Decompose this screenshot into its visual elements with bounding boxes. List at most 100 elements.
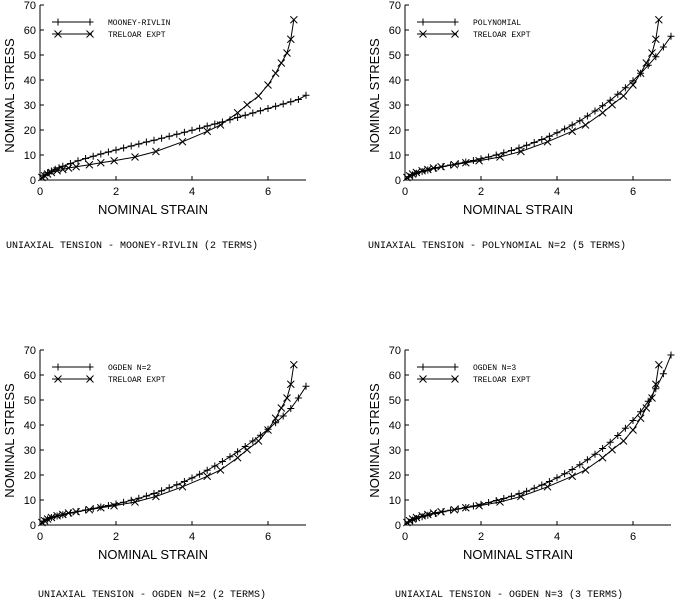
series-line [39,386,307,526]
data-point [110,156,118,165]
data-point [271,69,280,78]
data-point [131,153,139,161]
data-point [203,466,211,474]
data-point [302,91,310,99]
data-point [523,487,531,495]
data-point [606,438,614,446]
data-point [271,414,280,423]
x-axis-label: NOMINAL STRAIN [463,202,573,217]
data-point [583,112,591,120]
data-point [47,167,55,175]
data-point [150,490,158,497]
data-point [523,141,531,149]
data-point [568,472,577,481]
y-tick-label: 0 [30,520,36,532]
data-point [636,414,645,423]
data-point [423,510,432,519]
data-point [64,509,73,517]
data-point [429,164,438,172]
y-tick-label: 50 [389,50,401,62]
y-tick-label: 50 [24,395,36,407]
y-axis-label: NOMINAL STRESS [2,38,17,153]
data-point [85,160,94,169]
data-point [642,59,651,67]
data-point [249,109,257,117]
y-tick-label: 0 [395,520,401,532]
series-2 [38,15,298,182]
y-tick-label: 60 [389,25,401,37]
data-point [211,462,219,470]
data-point [619,437,628,445]
legend-marker [419,375,427,383]
y-tick-label: 10 [389,495,401,507]
data-point [423,165,432,174]
data-point [243,445,251,454]
y-tick-label: 10 [24,150,36,162]
x-tick-label: 6 [265,531,271,543]
x-axis-label: NOMINAL STRAIN [98,202,208,217]
data-point [127,142,135,150]
data-point [437,507,445,516]
data-point [517,147,525,156]
data-point [203,122,211,130]
data-point [412,513,421,522]
data-point [636,69,645,78]
y-tick-label: 30 [24,445,36,457]
legend-marker [54,18,62,26]
y-tick-label: 20 [389,125,401,137]
legend-marker [451,375,459,383]
data-point [652,385,660,393]
x-tick-label: 0 [402,531,408,543]
legend-marker [54,363,62,371]
chart-panel-2: 0 10 20 30 40 50 60 70 0 2 4 6 NOMINAL STRAIN NOMINAL… [367,0,675,252]
data-point [82,155,90,162]
y-axis-label: NOMINAL STRESS [367,383,382,498]
y-tick-label: 10 [24,495,36,507]
data-point [286,380,295,389]
data-point [289,15,298,24]
data-point [196,470,204,478]
data-point [538,481,546,489]
data-point [283,49,291,57]
data-point [545,478,553,485]
data-point [591,450,599,458]
legend-marker [54,375,62,383]
data-point [216,466,225,474]
data-point [180,478,188,485]
data-point [203,127,212,136]
y-tick-label: 70 [389,0,401,12]
data-point [110,501,118,510]
data-point [629,426,637,434]
y-tick-label: 40 [389,75,401,87]
x-tick-label: 0 [37,186,43,198]
data-point [469,157,477,164]
data-point [500,149,508,157]
data-point [667,351,675,359]
y-tick-label: 40 [389,420,401,432]
data-point [47,168,56,177]
data-point [264,426,272,434]
data-point [581,121,590,129]
data-point [234,448,242,456]
data-point [234,114,242,121]
chart-caption: UNIAXIAL TENSION - OGDEN N=2 (2 TERMS) [38,589,266,601]
data-point [496,153,504,161]
data-point [279,412,287,420]
data-point [286,35,295,44]
legend-marker [419,363,427,371]
y-axis-label: NOMINAL STRESS [367,38,382,153]
legend-label: TRELOAR EXPT [108,376,166,385]
data-point [598,453,607,462]
data-point [568,466,576,473]
data-point [277,404,286,412]
data-point [243,100,251,109]
data-point [599,102,607,110]
data-point [233,453,242,462]
data-point [188,474,196,482]
chart-caption: UNIAXIAL TENSION - OGDEN N=3 (3 TERMS) [395,589,623,601]
data-point [256,431,264,439]
data-point [496,498,504,506]
data-point [47,513,56,522]
legend: MOONEY-RIVLIN TRELOAR EXPT [52,18,171,40]
data-point [629,81,637,89]
